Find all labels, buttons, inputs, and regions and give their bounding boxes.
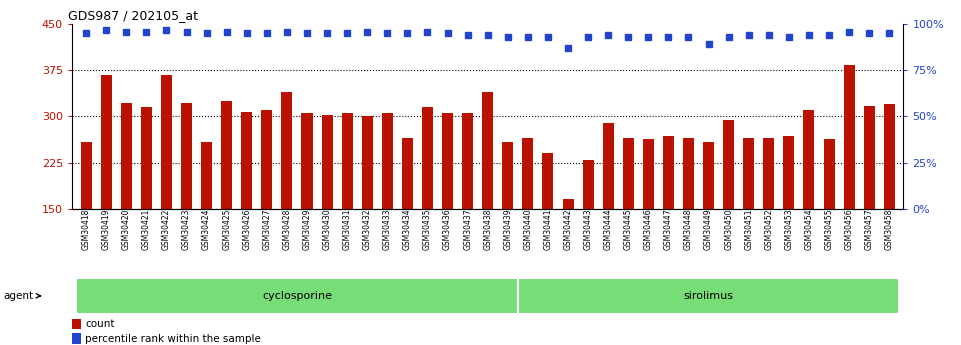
Text: sirolimus: sirolimus <box>683 291 733 301</box>
Bar <box>663 136 674 301</box>
Bar <box>201 142 212 301</box>
Bar <box>603 122 614 301</box>
Text: GSM30447: GSM30447 <box>664 209 673 250</box>
Bar <box>121 103 132 301</box>
Text: percentile rank within the sample: percentile rank within the sample <box>86 334 261 344</box>
Text: GSM30439: GSM30439 <box>504 209 512 250</box>
Bar <box>582 159 594 301</box>
Bar <box>402 138 413 301</box>
Text: GSM30456: GSM30456 <box>845 209 853 250</box>
Text: GSM30443: GSM30443 <box>583 209 593 250</box>
Text: GSM30446: GSM30446 <box>644 209 653 250</box>
Bar <box>763 138 775 301</box>
Text: GSM30450: GSM30450 <box>725 209 733 250</box>
Text: GDS987 / 202105_at: GDS987 / 202105_at <box>68 9 198 22</box>
Bar <box>282 92 292 301</box>
Bar <box>181 103 192 301</box>
Bar <box>803 110 815 301</box>
Text: GSM30430: GSM30430 <box>323 209 332 250</box>
Text: GSM30437: GSM30437 <box>463 209 472 250</box>
Text: GSM30449: GSM30449 <box>704 209 713 250</box>
Text: GSM30418: GSM30418 <box>82 209 90 250</box>
Bar <box>341 114 353 301</box>
Text: GSM30422: GSM30422 <box>162 209 171 250</box>
Text: cyclosporine: cyclosporine <box>262 291 332 301</box>
Bar <box>361 117 373 301</box>
Text: GSM30455: GSM30455 <box>825 209 833 250</box>
Text: GSM30457: GSM30457 <box>865 209 874 250</box>
Bar <box>261 110 272 301</box>
Text: GSM30424: GSM30424 <box>202 209 211 250</box>
Text: GSM30442: GSM30442 <box>563 209 573 250</box>
Text: GSM30421: GSM30421 <box>142 209 151 250</box>
Bar <box>824 139 834 301</box>
Text: GSM30448: GSM30448 <box>684 209 693 250</box>
Bar <box>72 319 82 329</box>
Bar <box>723 119 734 301</box>
Text: GSM30458: GSM30458 <box>885 209 894 250</box>
Text: GSM30420: GSM30420 <box>122 209 131 250</box>
Text: count: count <box>86 319 115 329</box>
Text: GSM30431: GSM30431 <box>343 209 352 250</box>
Text: GSM30423: GSM30423 <box>182 209 191 250</box>
Bar <box>884 104 895 301</box>
Text: GSM30433: GSM30433 <box>382 209 392 250</box>
Text: GSM30428: GSM30428 <box>283 209 291 250</box>
Text: GSM30426: GSM30426 <box>242 209 251 250</box>
Text: GSM30435: GSM30435 <box>423 209 432 250</box>
Bar <box>562 199 574 301</box>
Text: GSM30436: GSM30436 <box>443 209 452 250</box>
Bar <box>783 136 795 301</box>
Bar <box>72 333 82 344</box>
Bar <box>482 92 493 301</box>
Text: GSM30440: GSM30440 <box>524 209 532 250</box>
Text: GSM30444: GSM30444 <box>604 209 613 250</box>
Text: GSM30425: GSM30425 <box>222 209 232 250</box>
Text: GSM30419: GSM30419 <box>102 209 111 250</box>
Text: GSM30445: GSM30445 <box>624 209 632 250</box>
Bar <box>462 114 473 301</box>
Bar <box>81 142 91 301</box>
Bar <box>141 107 152 301</box>
Bar <box>683 138 694 301</box>
Bar <box>523 138 533 301</box>
Text: agent: agent <box>4 291 40 301</box>
Bar <box>542 153 554 301</box>
Bar <box>322 115 333 301</box>
Text: GSM30434: GSM30434 <box>403 209 412 250</box>
Text: GSM30432: GSM30432 <box>362 209 372 250</box>
FancyBboxPatch shape <box>518 278 899 314</box>
Bar <box>221 101 233 301</box>
Bar <box>101 75 111 301</box>
Bar <box>302 114 312 301</box>
Bar <box>382 114 393 301</box>
Bar <box>743 138 754 301</box>
Bar <box>623 138 634 301</box>
Text: GSM30454: GSM30454 <box>804 209 813 250</box>
Bar <box>703 142 714 301</box>
Bar <box>241 111 253 301</box>
Bar <box>442 114 453 301</box>
Bar <box>160 75 172 301</box>
Text: GSM30453: GSM30453 <box>784 209 794 250</box>
Bar <box>503 142 513 301</box>
FancyBboxPatch shape <box>76 278 518 314</box>
Text: GSM30451: GSM30451 <box>744 209 753 250</box>
Text: GSM30429: GSM30429 <box>303 209 311 250</box>
Bar <box>422 107 433 301</box>
Text: GSM30438: GSM30438 <box>483 209 492 250</box>
Bar <box>844 65 854 301</box>
Bar <box>864 106 875 301</box>
Text: GSM30427: GSM30427 <box>262 209 271 250</box>
Text: GSM30452: GSM30452 <box>764 209 774 250</box>
Text: GSM30441: GSM30441 <box>543 209 553 250</box>
Bar <box>643 139 653 301</box>
